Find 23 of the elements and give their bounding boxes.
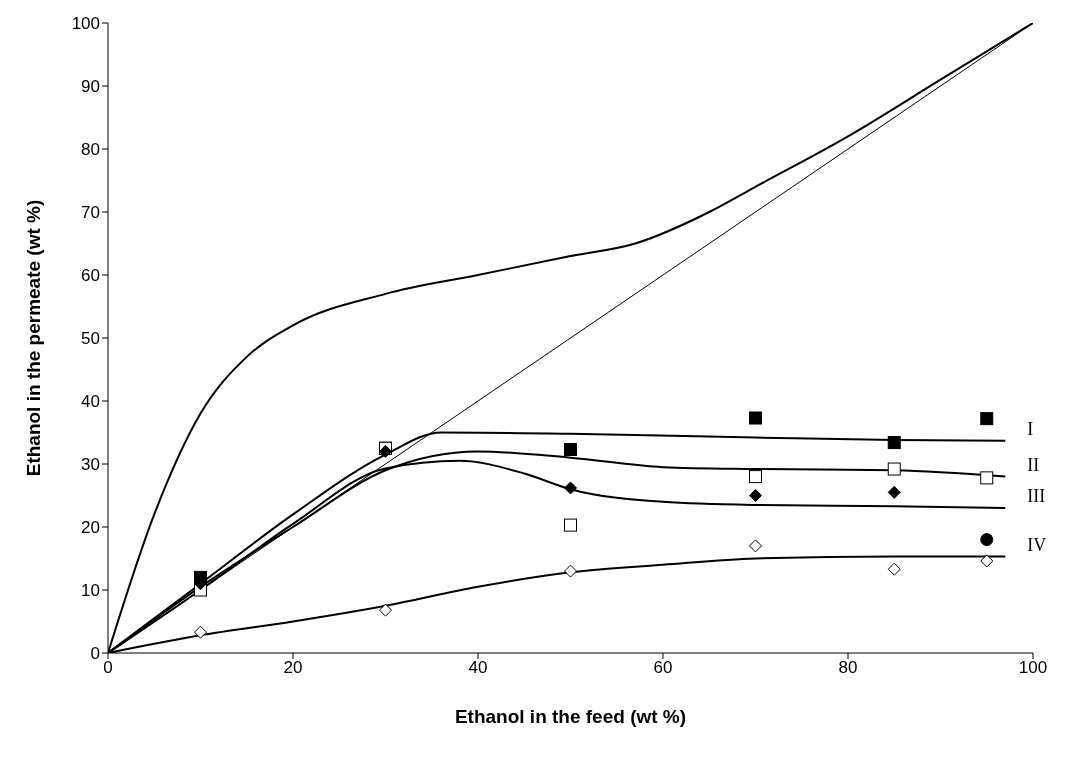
- x-tick-label: 100: [1018, 658, 1048, 678]
- y-tick-label: 70: [81, 203, 100, 223]
- x-tick-label: 60: [653, 658, 673, 678]
- x-tick-label: 80: [838, 658, 858, 678]
- y-tick-label: 30: [81, 455, 100, 475]
- x-axis-title: Ethanol in the feed (wt %): [454, 706, 687, 727]
- series-label: I: [1027, 418, 1034, 439]
- y-tick-label: 40: [81, 392, 100, 412]
- y-tick-label: 100: [71, 14, 100, 34]
- y-tick-label: 10: [81, 581, 100, 601]
- y-tick-label: 50: [81, 329, 100, 349]
- y-axis-title: Ethanol in the permeate (wt %): [22, 199, 44, 477]
- y-tick-label: 90: [81, 77, 100, 97]
- x-tick-label: 40: [468, 658, 488, 678]
- series-label: II: [1027, 454, 1040, 475]
- y-tick-label: 80: [81, 140, 100, 160]
- y-tick-label: 60: [81, 266, 100, 286]
- y-tick-label: 0: [90, 644, 100, 664]
- series-label: III: [1027, 486, 1046, 507]
- x-tick-label: 20: [283, 658, 303, 678]
- x-tick-label: 0: [103, 658, 113, 678]
- y-tick-label: 20: [81, 518, 100, 538]
- series-label: IV: [1027, 534, 1047, 555]
